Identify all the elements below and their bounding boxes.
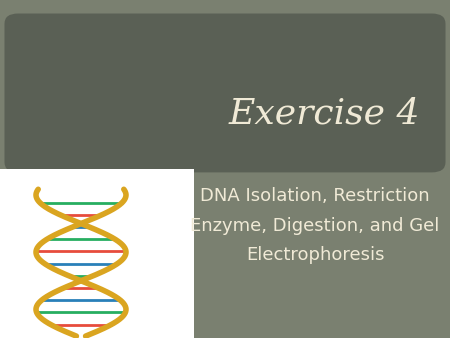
Bar xyxy=(0,169,194,338)
Text: Enzyme, Digestion, and Gel: Enzyme, Digestion, and Gel xyxy=(190,217,440,236)
Text: DNA Isolation, Restriction: DNA Isolation, Restriction xyxy=(200,187,430,205)
Text: Exercise 4: Exercise 4 xyxy=(228,96,420,130)
FancyBboxPatch shape xyxy=(4,14,446,172)
Text: Electrophoresis: Electrophoresis xyxy=(246,246,384,264)
